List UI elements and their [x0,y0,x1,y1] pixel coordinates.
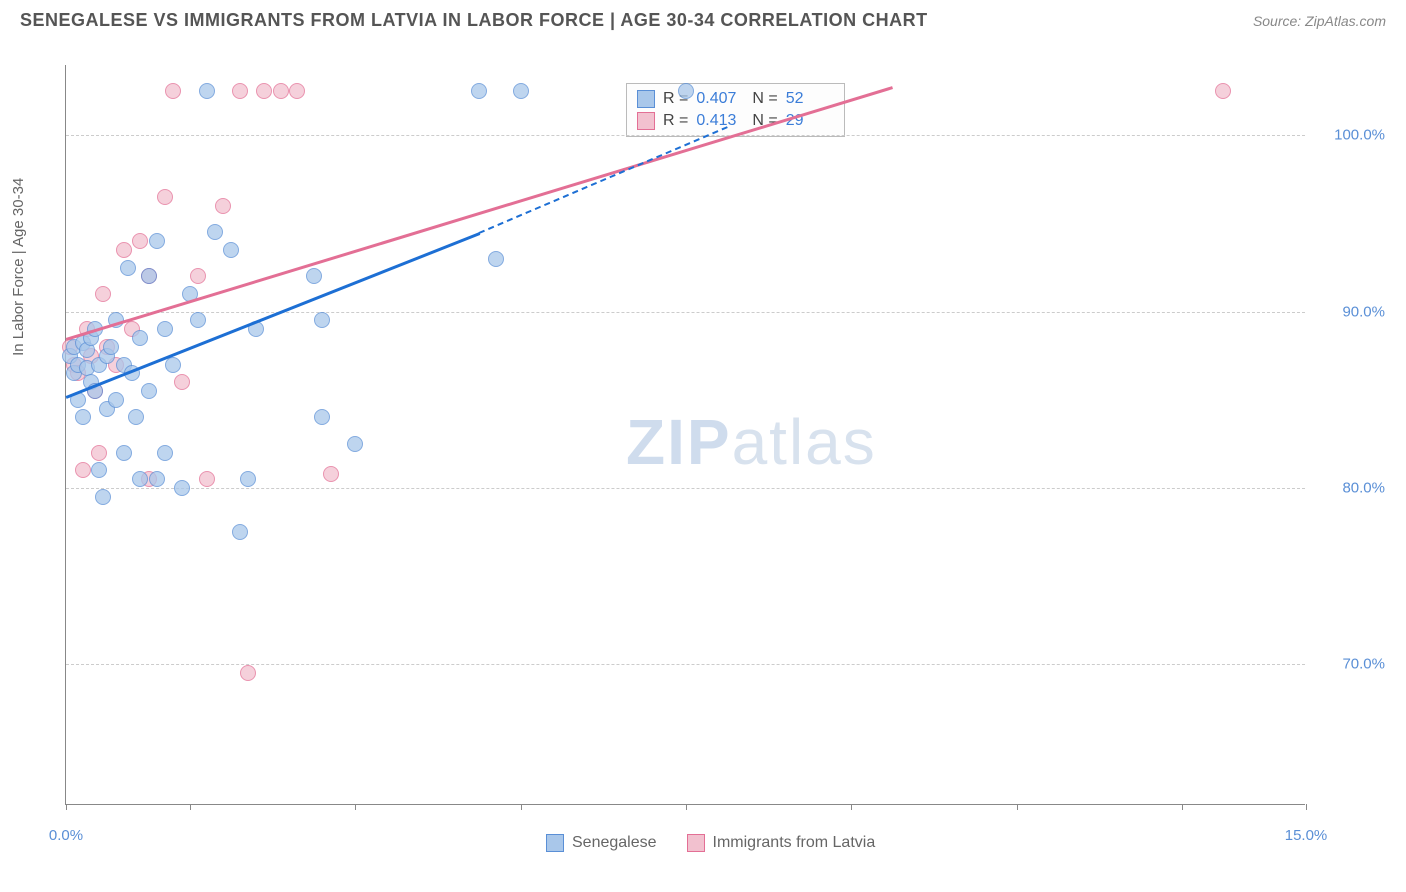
legend-swatch-senegalese [637,90,655,108]
chart-container: In Labor Force | Age 30-34 ZIPatlas R = … [20,45,1386,845]
legend-label-senegalese: Senegalese [572,834,657,852]
gridline [66,488,1305,489]
scatter-point [190,312,206,328]
legend-series: Senegalese Immigrants from Latvia [546,834,875,852]
scatter-point [488,251,504,267]
scatter-point [207,224,223,240]
scatter-point [174,374,190,390]
scatter-point [141,383,157,399]
stat-label-r: R = [663,112,688,130]
legend-swatch-latvia [637,112,655,130]
scatter-point [678,83,694,99]
scatter-point [95,489,111,505]
stat-r-senegalese: 0.407 [696,90,744,108]
legend-stats-row-senegalese: R = 0.407 N = 52 [637,88,834,110]
stat-label-n: N = [752,90,777,108]
stat-n-latvia: 29 [786,112,834,130]
chart-title: SENEGALESE VS IMMIGRANTS FROM LATVIA IN … [20,10,928,31]
trend-line [479,127,728,235]
stat-r-latvia: 0.413 [696,112,744,130]
scatter-point [513,83,529,99]
y-tick-label: 100.0% [1315,127,1385,144]
scatter-point [103,339,119,355]
trend-line [66,232,480,398]
legend-item-senegalese: Senegalese [546,834,657,852]
scatter-point [75,409,91,425]
scatter-point [174,480,190,496]
x-tick-label: 0.0% [49,827,83,844]
plot-area: ZIPatlas R = 0.407 N = 52 R = 0.413 N = … [65,65,1305,805]
scatter-point [132,233,148,249]
scatter-point [314,409,330,425]
x-tick-mark [66,804,67,810]
scatter-point [199,83,215,99]
scatter-point [223,242,239,258]
scatter-point [116,242,132,258]
gridline [66,135,1305,136]
x-tick-mark [1017,804,1018,810]
trend-line [66,86,893,340]
scatter-point [91,462,107,478]
scatter-point [289,83,305,99]
scatter-point [190,268,206,284]
x-tick-label: 15.0% [1285,827,1328,844]
x-tick-mark [1306,804,1307,810]
y-tick-label: 80.0% [1315,479,1385,496]
scatter-point [314,312,330,328]
scatter-point [347,436,363,452]
scatter-point [232,524,248,540]
scatter-point [108,392,124,408]
legend-swatch-latvia [687,834,705,852]
scatter-point [199,471,215,487]
scatter-point [165,83,181,99]
gridline [66,664,1305,665]
y-axis-label: In Labor Force | Age 30-34 [10,178,27,356]
x-tick-mark [521,804,522,810]
source-label: Source: ZipAtlas.com [1253,13,1386,29]
y-tick-label: 70.0% [1315,656,1385,673]
x-tick-mark [190,804,191,810]
scatter-point [471,83,487,99]
scatter-point [149,233,165,249]
scatter-point [323,466,339,482]
scatter-point [273,83,289,99]
watermark-rest: atlas [732,406,877,478]
scatter-point [157,321,173,337]
scatter-point [128,409,144,425]
watermark: ZIPatlas [626,405,877,479]
x-tick-mark [355,804,356,810]
gridline [66,312,1305,313]
legend-swatch-senegalese [546,834,564,852]
scatter-point [1215,83,1231,99]
scatter-point [240,665,256,681]
scatter-point [157,189,173,205]
x-tick-mark [851,804,852,810]
scatter-point [232,83,248,99]
y-tick-label: 90.0% [1315,303,1385,320]
scatter-point [132,330,148,346]
x-tick-mark [1182,804,1183,810]
scatter-point [215,198,231,214]
scatter-point [165,357,181,373]
scatter-point [306,268,322,284]
scatter-point [116,445,132,461]
scatter-point [95,286,111,302]
scatter-point [141,268,157,284]
scatter-point [240,471,256,487]
legend-label-latvia: Immigrants from Latvia [713,834,876,852]
legend-item-latvia: Immigrants from Latvia [687,834,876,852]
scatter-point [120,260,136,276]
scatter-point [75,462,91,478]
scatter-point [157,445,173,461]
watermark-bold: ZIP [626,406,732,478]
scatter-point [149,471,165,487]
scatter-point [132,471,148,487]
scatter-point [256,83,272,99]
scatter-point [91,445,107,461]
x-tick-mark [686,804,687,810]
